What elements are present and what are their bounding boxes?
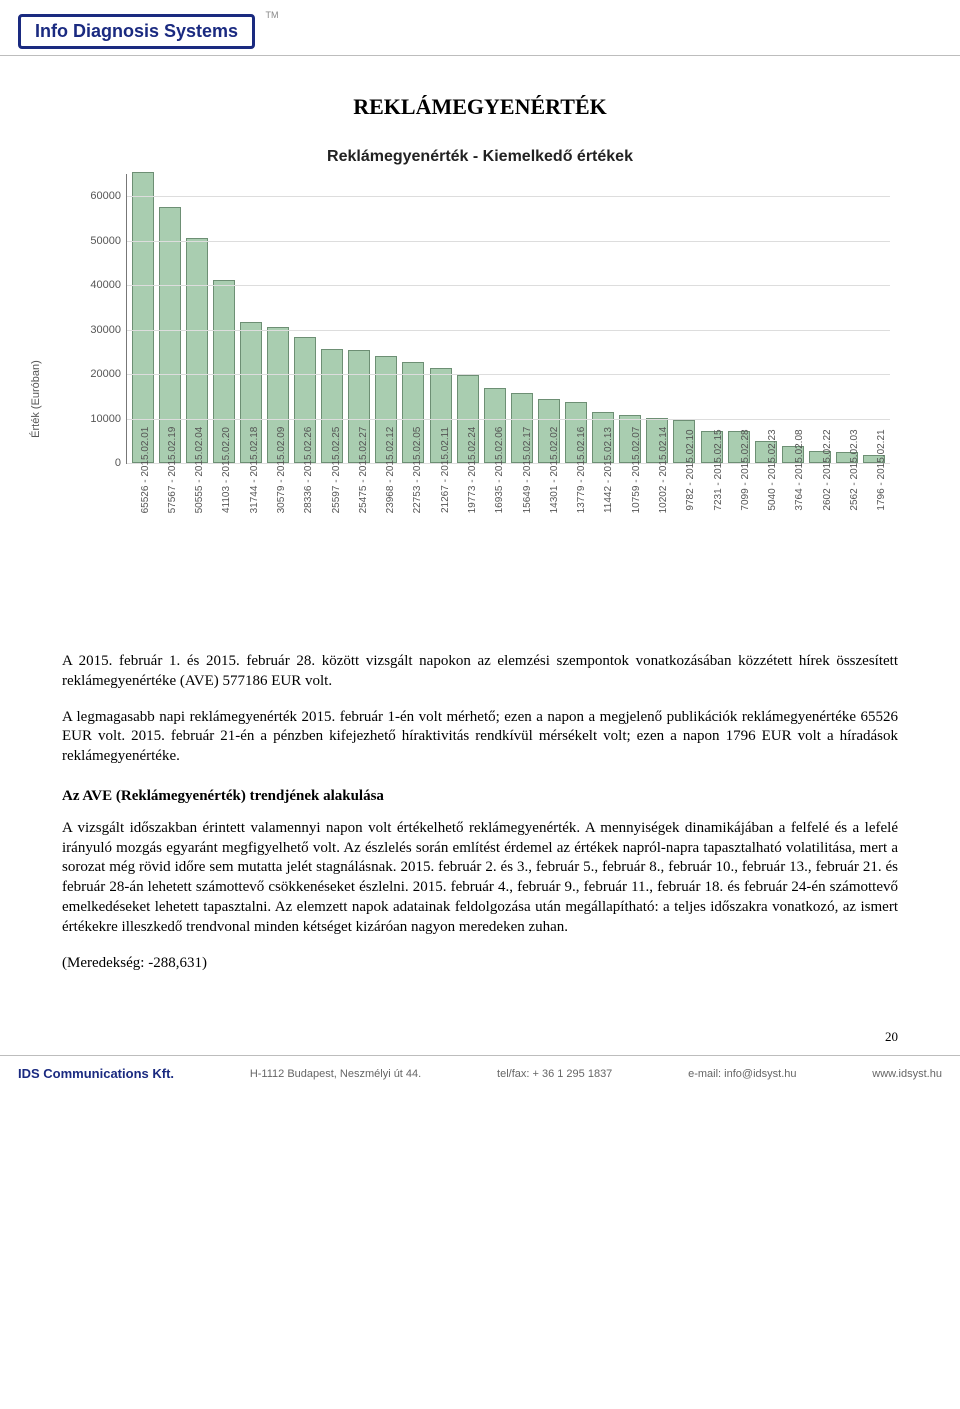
footer-email: e-mail: info@idsyst.hu: [688, 1068, 796, 1080]
chart-ytick: 20000: [90, 368, 127, 380]
page-body: REKLÁMEGYENÉRTÉK Reklámegyenérték - Kiem…: [0, 56, 960, 999]
paragraph-3: A vizsgált időszakban érintett valamenny…: [62, 819, 898, 938]
chart-x-label: 23968 - 2015.02.12: [374, 464, 396, 624]
paragraph-2: A legmagasabb napi reklámegyenérték 2015…: [62, 708, 898, 767]
chart-x-label: 13779 - 2015.02.16: [565, 464, 587, 624]
chart-x-label: 57567 - 2015.02.19: [156, 464, 178, 624]
chart-gridline: [127, 330, 890, 331]
footer-web: www.idsyst.hu: [872, 1068, 942, 1080]
chart-y-axis-label: Érték (Euróban): [30, 360, 42, 438]
chart-x-label: 7099 - 2015.02.28: [729, 464, 751, 624]
chart-ytick: 10000: [90, 413, 127, 425]
chart-x-label: 19773 - 2015.02.24: [456, 464, 478, 624]
document-title: REKLÁMEGYENÉRTÉK: [62, 94, 898, 120]
chart-gridline: [127, 285, 890, 286]
chart-x-label: 5040 - 2015.02.23: [756, 464, 778, 624]
page-header: Info Diagnosis Systems TM: [0, 0, 960, 56]
chart-x-label: 22753 - 2015.02.05: [401, 464, 423, 624]
chart-x-label: 2562 - 2015.02.03: [838, 464, 860, 624]
footer-telfax: tel/fax: + 36 1 295 1837: [497, 1068, 612, 1080]
page-number: 20: [0, 1029, 898, 1045]
brand-logo-text: Info Diagnosis Systems: [35, 21, 238, 42]
page-footer: IDS Communications Kft. H-1112 Budapest,…: [0, 1055, 960, 1095]
chart-bars-container: [127, 174, 890, 463]
chart-x-label: 31744 - 2015.02.18: [238, 464, 260, 624]
brand-tm: TM: [266, 10, 279, 20]
chart-ytick: 50000: [90, 235, 127, 247]
chart-x-label: 28336 - 2015.02.26: [292, 464, 314, 624]
footer-address: H-1112 Budapest, Neszmélyi út 44.: [250, 1068, 421, 1080]
chart-x-label: 50555 - 2015.02.04: [183, 464, 205, 624]
chart-x-label: 7231 - 2015.02.15: [702, 464, 724, 624]
ave-bar-chart: Érték (Euróban) 010000200003000040000500…: [70, 174, 890, 624]
chart-bar: [159, 207, 181, 463]
chart-x-label: 1796 - 2015.02.21: [865, 464, 887, 624]
chart-x-label: 41103 - 2015.02.20: [210, 464, 232, 624]
chart-x-label: 3764 - 2015.02.08: [783, 464, 805, 624]
chart-gridline: [127, 241, 890, 242]
chart-x-label: 16935 - 2015.02.06: [483, 464, 505, 624]
chart-x-label: 65526 - 2015.02.01: [129, 464, 151, 624]
footer-company: IDS Communications Kft.: [18, 1066, 174, 1081]
paragraph-1: A 2015. február 1. és 2015. február 28. …: [62, 652, 898, 692]
chart-x-label: 2602 - 2015.02.22: [811, 464, 833, 624]
body-text-block: A 2015. február 1. és 2015. február 28. …: [62, 652, 898, 973]
chart-ytick: 60000: [90, 190, 127, 202]
chart-x-label: 15649 - 2015.02.17: [511, 464, 533, 624]
chart-x-label: 10759 - 2015.02.07: [620, 464, 642, 624]
chart-x-label: 9782 - 2015.02.10: [674, 464, 696, 624]
chart-ytick: 30000: [90, 324, 127, 336]
section-heading: Az AVE (Reklámegyenérték) trendjének ala…: [62, 787, 898, 807]
chart-x-label: 21267 - 2015.02.11: [429, 464, 451, 624]
chart-gridline: [127, 374, 890, 375]
chart-x-label: 25475 - 2015.02.27: [347, 464, 369, 624]
chart-gridline: [127, 419, 890, 420]
chart-ytick: 40000: [90, 279, 127, 291]
brand-logo: Info Diagnosis Systems: [18, 14, 255, 49]
chart-title: Reklámegyenérték - Kiemelkedő értékek: [62, 148, 898, 166]
chart-gridline: [127, 196, 890, 197]
chart-x-label: 30579 - 2015.02.09: [265, 464, 287, 624]
chart-plot-area: 0100002000030000400005000060000: [126, 174, 890, 464]
chart-x-label: 11442 - 2015.02.13: [592, 464, 614, 624]
chart-x-label: 25597 - 2015.02.25: [320, 464, 342, 624]
chart-x-label: 14301 - 2015.02.02: [538, 464, 560, 624]
chart-x-label: 10202 - 2015.02.14: [647, 464, 669, 624]
paragraph-4: (Meredekség: -288,631): [62, 954, 898, 974]
chart-x-labels: 65526 - 2015.02.0157567 - 2015.02.195055…: [126, 464, 890, 624]
